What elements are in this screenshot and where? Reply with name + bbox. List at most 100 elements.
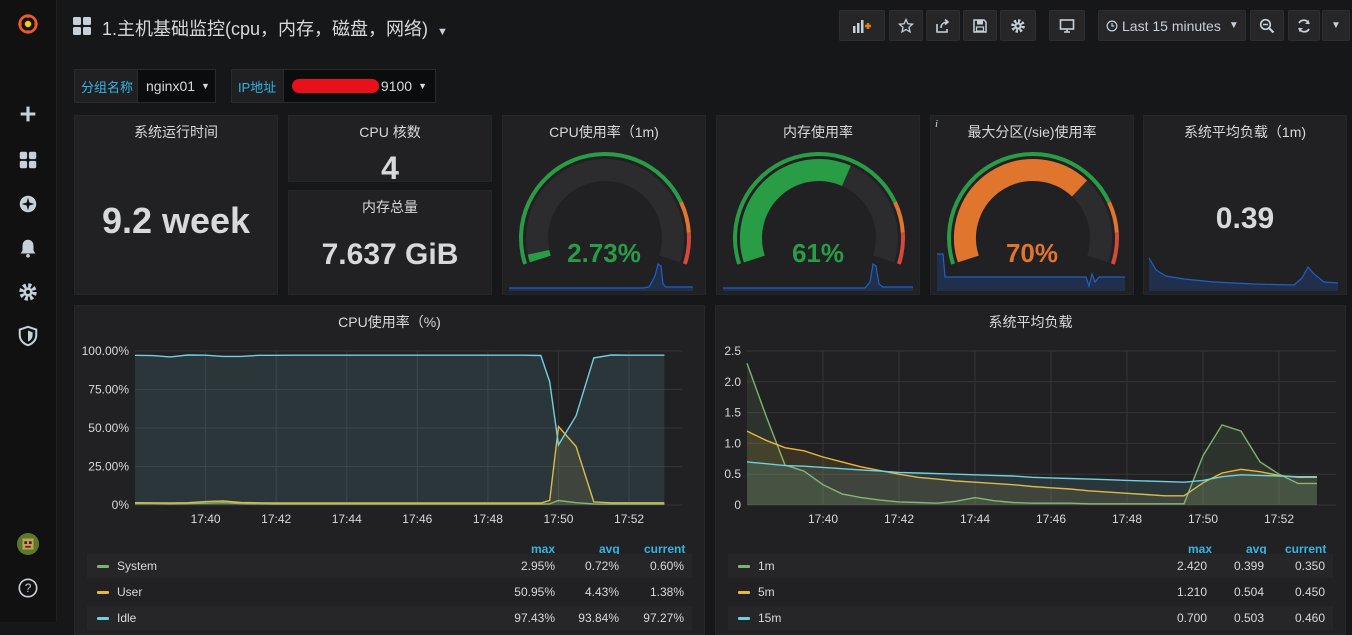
- y-tick-label: 25.00%: [88, 460, 129, 474]
- legend-color-idle: [97, 617, 109, 620]
- save-button[interactable]: [963, 10, 997, 41]
- x-tick-label: 17:48: [473, 512, 503, 526]
- mem-gauge-chart: [723, 152, 913, 291]
- legend-header-max: max: [1188, 542, 1213, 556]
- sparkline-line: [723, 262, 913, 289]
- grafana-logo-icon[interactable]: [14, 10, 42, 38]
- gauge-threshold-arcs: [733, 152, 905, 265]
- x-tick-label: 17:40: [808, 512, 838, 526]
- share-button[interactable]: [926, 10, 960, 41]
- navbar: 1.主机基础监控(cpu，内存，磁盘，网络) ▼ Last 15 minutes…: [57, 0, 1352, 52]
- bell-icon[interactable]: [14, 234, 42, 262]
- gauge-threshold-segment: [1110, 232, 1119, 265]
- share-icon: [936, 18, 950, 33]
- add-panel-button[interactable]: [839, 10, 885, 41]
- legend-current: 0.60%: [649, 559, 684, 573]
- legend-row-system[interactable]: System 2.95% 0.72% 0.60%: [87, 554, 692, 578]
- gear-icon[interactable]: [14, 278, 42, 306]
- legend-series-name: Idle: [117, 611, 137, 625]
- y-tick-label: 50.00%: [88, 421, 129, 435]
- zoom-out-icon: [1259, 18, 1275, 33]
- legend-current: 97.27%: [643, 611, 684, 625]
- refresh-interval-button[interactable]: ▼: [1322, 10, 1350, 41]
- monitor-icon: [1059, 18, 1075, 33]
- legend-header-max: max: [531, 542, 556, 556]
- legend-row-5m[interactable]: 5m 1.210 0.504 0.450: [728, 580, 1333, 604]
- variable-label-group: 分组名称: [74, 69, 138, 103]
- legend-avg: 0.503: [1233, 611, 1264, 625]
- variable-label-ip: IP地址: [231, 69, 284, 103]
- legend-row-1m[interactable]: 1m 2.420 0.399 0.350: [728, 554, 1333, 578]
- x-tick-label: 17:52: [1264, 512, 1294, 526]
- y-tick-label: 2.0: [724, 375, 741, 389]
- cpu-cores-title: CPU 核数: [359, 124, 421, 140]
- help-icon[interactable]: ?: [14, 574, 42, 602]
- load-average-chart: 0 0.5 1.0 1.5 2.0 2.5 17:40 17:42 17:44 17:46 17:4…: [724, 344, 1336, 526]
- y-tick-label: 0: [734, 498, 741, 512]
- series-line-user: [134, 424, 665, 504]
- plus-icon[interactable]: [14, 100, 42, 128]
- legend-header-current: current: [1285, 542, 1327, 556]
- gauge-value-fill: [527, 249, 551, 263]
- cpu-gauge-title: CPU使用率（1m): [549, 124, 659, 140]
- load-1m-panel: 系统平均负载（1m) 0.39: [1143, 115, 1347, 295]
- legend-max: 97.43%: [514, 611, 555, 625]
- legend-row-user[interactable]: User 50.95% 4.43% 1.38%: [87, 580, 692, 604]
- gauge-track: [526, 159, 684, 263]
- gauge-threshold-segment: [679, 201, 691, 233]
- settings-button[interactable]: [1000, 10, 1036, 41]
- y-tick-label: 0%: [112, 498, 130, 512]
- variable-value-group: nginx01: [146, 78, 196, 94]
- zoom-out-button[interactable]: [1250, 10, 1284, 41]
- gauge-threshold-arcs: [519, 152, 691, 265]
- side-menu: ?: [0, 0, 57, 622]
- series-line-5m: [746, 430, 1317, 497]
- legend-avg: 0.504: [1233, 585, 1264, 599]
- star-button[interactable]: [889, 10, 923, 41]
- add-panel-icon: [853, 19, 871, 33]
- cpu-cores-value: 4: [381, 150, 399, 182]
- avatar[interactable]: [14, 530, 42, 558]
- y-tick-label: 0.5: [724, 467, 741, 481]
- gauge-threshold-segment: [947, 152, 1111, 265]
- legend-row-15m[interactable]: 15m 0.700 0.503 0.460: [728, 606, 1333, 630]
- legend-series-name: 15m: [758, 611, 782, 625]
- x-tick-label: 17:44: [332, 512, 362, 526]
- time-picker-button[interactable]: Last 15 minutes ▼: [1098, 10, 1246, 41]
- mem-gauge-value: 61%: [791, 238, 845, 268]
- legend-header-avg: avg: [599, 542, 620, 556]
- uptime-value: 9.2 week: [101, 200, 251, 241]
- caret-down-icon: ▼: [437, 26, 448, 38]
- shield-icon[interactable]: [14, 322, 42, 350]
- mem-gauge-panel: 内存使用率 61%: [716, 115, 920, 295]
- legend-max: 0.700: [1176, 611, 1207, 625]
- variable-select-ip[interactable]: 9100 ▼: [283, 69, 436, 103]
- load-sparkline: [1148, 257, 1339, 291]
- sparkline-line: [937, 253, 1125, 289]
- legend-avg: 0.399: [1233, 559, 1264, 573]
- legend-row-idle[interactable]: Idle 97.43% 93.84% 97.27%: [87, 606, 692, 630]
- sparkline-area: [1149, 258, 1338, 291]
- dashboard-title[interactable]: 1.主机基础监控(cpu，内存，磁盘，网络) ▼: [102, 15, 448, 41]
- caret-down-icon: ▼: [201, 81, 210, 91]
- variable-select-group[interactable]: nginx01 ▼: [137, 69, 216, 103]
- info-icon[interactable]: i: [935, 118, 939, 130]
- tv-mode-button[interactable]: [1049, 10, 1085, 41]
- save-icon: [973, 18, 987, 33]
- legend-color-1m: [738, 565, 750, 568]
- legend-current: 0.450: [1294, 585, 1325, 599]
- disk-gauge-title: 最大分区(/sie)使用率: [967, 124, 1097, 140]
- gear-icon: [1011, 18, 1025, 33]
- dashboard-title-text: 1.主机基础监控(cpu，内存，磁盘，网络): [102, 19, 429, 39]
- redacted-ip-mark: [292, 79, 379, 93]
- compass-icon[interactable]: [14, 190, 42, 218]
- load-average-graph-panel: 系统平均负载 0 0.5 1.0 1.5 2.0 2.5 17:40 17:42 17:44 17…: [715, 305, 1346, 635]
- legend-color-system: [97, 565, 109, 568]
- refresh-button[interactable]: [1288, 10, 1320, 41]
- gauge-value-fill: [740, 159, 851, 263]
- x-tick-label: 17:42: [884, 512, 914, 526]
- series-area-5m: [747, 431, 1317, 505]
- gauge-value-arc: [526, 159, 684, 263]
- dashboards-icon[interactable]: [14, 146, 42, 174]
- load-graph-title: 系统平均负载: [988, 314, 1073, 330]
